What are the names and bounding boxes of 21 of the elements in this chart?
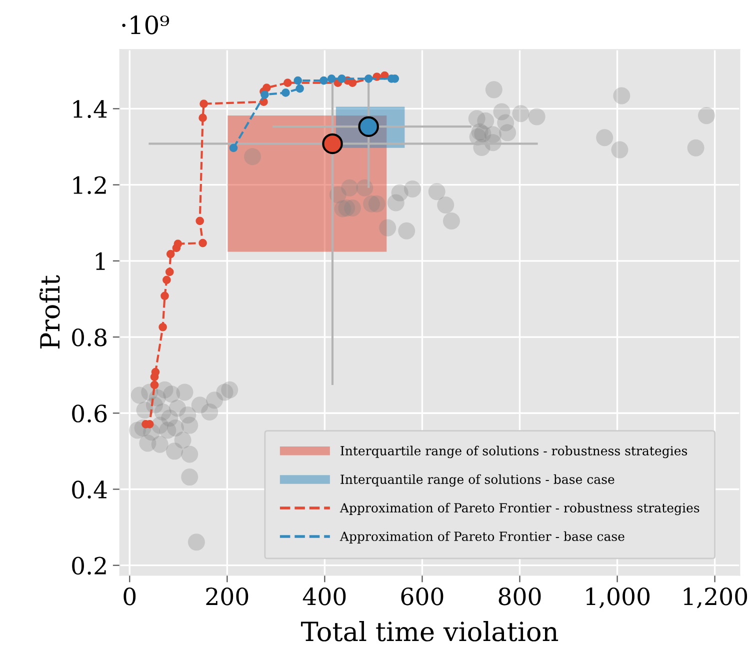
x-tick-label: 1,200 bbox=[684, 587, 748, 608]
y-tick-label: 1.4 bbox=[73, 100, 107, 118]
y-tick-label: 0.6 bbox=[72, 404, 107, 422]
x-tick-label: 800 bbox=[498, 587, 541, 606]
x-tick-label: 200 bbox=[206, 587, 248, 606]
legend-label: Interquartile range of solutions - robustness strategies bbox=[340, 446, 688, 458]
legend-label: Interquantile range of solutions - base case bbox=[340, 474, 614, 487]
legend-label: Approximation of Pareto Frontier - robustness strategies bbox=[340, 502, 700, 516]
x-tick-label: 1,000 bbox=[586, 587, 650, 608]
text: ·10⁹ bbox=[122, 15, 170, 34]
x-axis-title: Total time violation bbox=[301, 621, 558, 642]
x-tick-label: 600 bbox=[401, 587, 444, 606]
y-tick-label: 0.2 bbox=[72, 556, 106, 575]
x-tick-label: 0 bbox=[124, 587, 136, 606]
y-tick-label: 1.2 bbox=[73, 176, 106, 194]
legend-label: Approximation of Pareto Frontier - base case bbox=[340, 531, 624, 544]
x-tick-label: 400 bbox=[302, 587, 346, 606]
y-axis-title: Profit bbox=[39, 275, 60, 349]
y-tick-label: 0.8 bbox=[72, 328, 106, 346]
y-tick-label: 1 bbox=[96, 252, 105, 270]
y-tick-label: 0.4 bbox=[72, 480, 107, 499]
